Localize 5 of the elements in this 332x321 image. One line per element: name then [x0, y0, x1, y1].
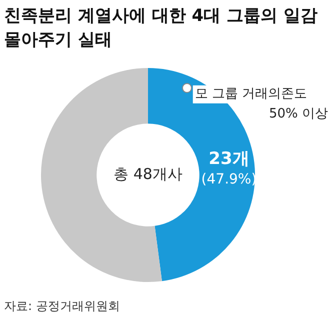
text: 총 48개사	[114, 164, 182, 183]
slice-label: 모 그룹 거래의존도 50% 이상	[194, 86, 328, 122]
data-label: 23개 (47.9%)	[201, 149, 257, 188]
chart-title: 친족분리 계열사에 대한 4대 그룹의 일감 몰아주기 실태	[4, 5, 318, 52]
text: 자료: 공정거래위원회	[4, 298, 120, 315]
